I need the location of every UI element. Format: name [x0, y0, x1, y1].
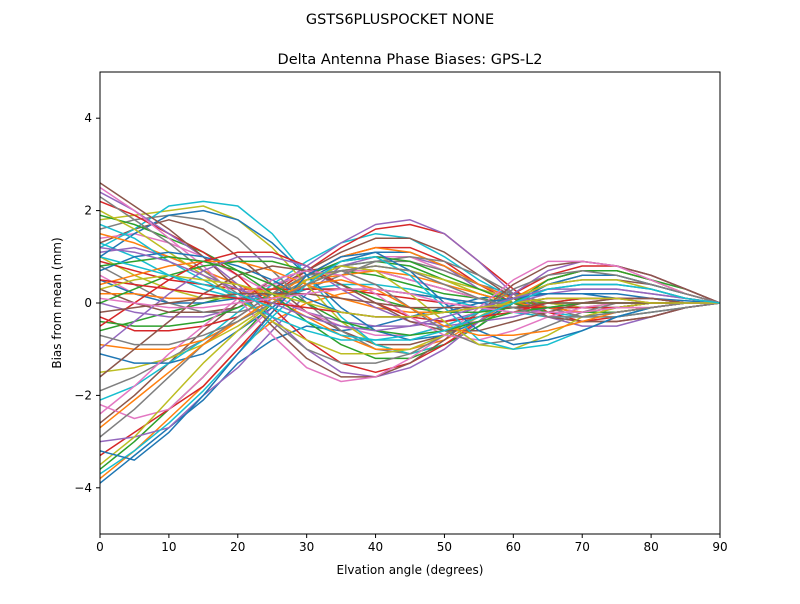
- figure-suptitle: GSTS6PLUSPOCKET NONE: [306, 12, 494, 28]
- x-axis-ticks: 0 10 20 30 40 50 60 70 80 90: [96, 534, 728, 554]
- y-axis-label: Bias from mean (mm): [50, 237, 64, 368]
- chart-title: Delta Antenna Phase Biases: GPS-L2: [278, 52, 543, 68]
- y-tick-label: −2: [74, 388, 92, 402]
- x-tick-label: 50: [437, 540, 452, 554]
- series-line-15: [100, 219, 720, 327]
- x-tick-label: 30: [299, 540, 314, 554]
- series-line-59: [100, 274, 720, 318]
- x-tick-label: 10: [161, 540, 176, 554]
- y-tick-label: 4: [84, 111, 92, 125]
- series-line-56: [100, 293, 720, 313]
- series-line-33: [100, 214, 720, 360]
- x-tick-label: 60: [506, 540, 521, 554]
- y-axis-ticks: −4 −2 0 2 4: [74, 111, 100, 495]
- x-tick-label: 80: [643, 540, 658, 554]
- series-line-58: [100, 265, 720, 346]
- series-line-55: [100, 246, 720, 332]
- x-tick-label: 70: [575, 540, 590, 554]
- x-tick-label: 40: [368, 540, 383, 554]
- series-line-32: [100, 232, 720, 350]
- x-axis-label: Elvation angle (degrees): [337, 563, 484, 577]
- y-tick-label: 0: [84, 296, 92, 310]
- y-tick-label: −4: [74, 481, 92, 495]
- y-tick-label: 2: [84, 204, 92, 218]
- x-tick-label: 20: [230, 540, 245, 554]
- series-line-60: [100, 256, 720, 341]
- x-tick-label: 0: [96, 540, 104, 554]
- series-line-57: [100, 288, 720, 313]
- series-layer: [100, 182, 720, 484]
- x-tick-label: 90: [712, 540, 727, 554]
